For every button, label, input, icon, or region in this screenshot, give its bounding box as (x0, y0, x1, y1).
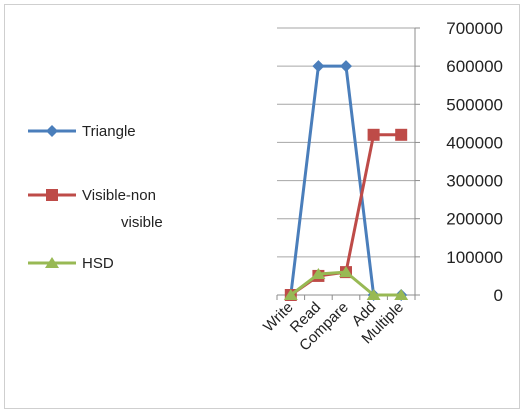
legend-marker-visible-non-visible (46, 189, 58, 201)
legend: Triangle Visible-non visible HSD (28, 123, 163, 272)
legend-label-hsd: HSD (82, 255, 114, 272)
y-tick-label-500000: 500000 (446, 95, 503, 114)
y-tick-label-100000: 100000 (446, 248, 503, 267)
data-point-hsd-read (311, 268, 326, 280)
data-point-hsd-add (366, 289, 381, 300)
y-tick-label-700000: 700000 (446, 19, 503, 38)
y-tick-label-400000: 400000 (446, 133, 503, 152)
legend-marker-hsd (45, 257, 59, 268)
series-lines (283, 60, 409, 301)
data-point-hsd-multiple (394, 289, 409, 300)
y-tick-label-300000: 300000 (446, 172, 503, 191)
data-point-visible-non-visible-multiple (395, 128, 408, 141)
axis-labels: 0 100000 200000 300000 400000 500000 600000 700… (260, 19, 503, 354)
legend-marker-triangle (46, 125, 58, 137)
data-point-visible-non-visible-add (367, 128, 380, 141)
chart-frame (4, 4, 520, 409)
data-point-triangle-read (312, 60, 325, 73)
legend-label-visible-non-visible: Visible-non (82, 187, 156, 204)
axes (276, 27, 420, 300)
data-point-hsd-write (283, 289, 298, 300)
x-tick-label-write: Write (260, 299, 297, 336)
legend-label-triangle: Triangle (82, 123, 136, 140)
data-point-triangle-compare (340, 60, 352, 73)
y-tick-label-200000: 200000 (446, 210, 503, 229)
y-tick-label-0: 0 (494, 286, 503, 305)
y-tick-label-600000: 600000 (446, 57, 503, 76)
data-point-hsd-compare (339, 266, 353, 278)
legend-label-visible-non-visible-line-2: visible (121, 214, 163, 231)
